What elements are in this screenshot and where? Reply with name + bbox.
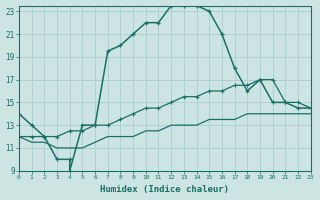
- X-axis label: Humidex (Indice chaleur): Humidex (Indice chaleur): [100, 185, 229, 194]
